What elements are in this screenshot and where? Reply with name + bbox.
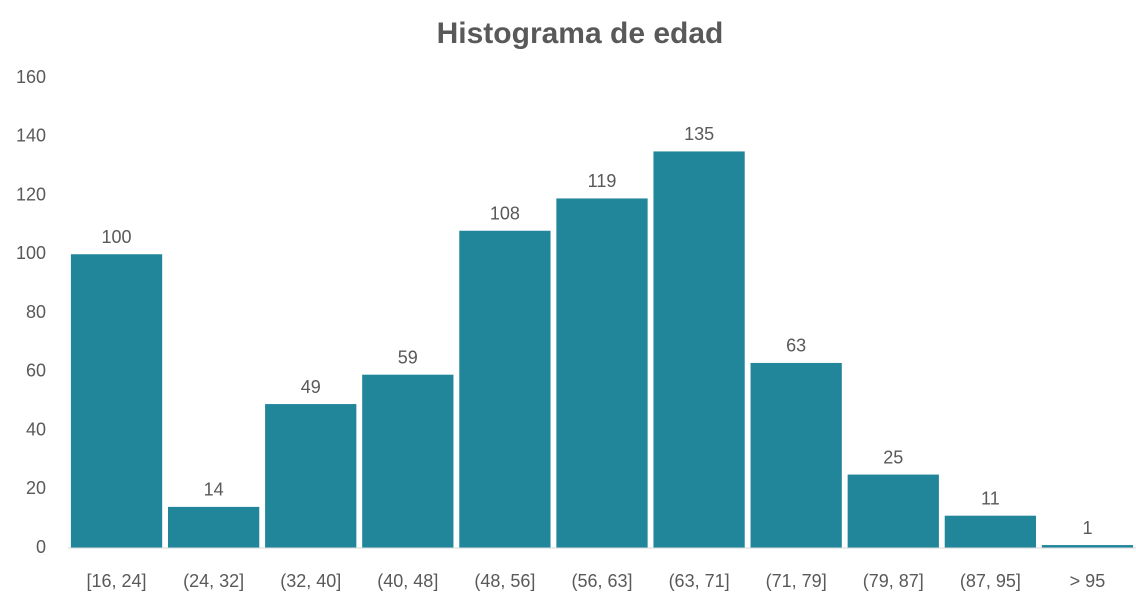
data-label: 14 xyxy=(204,480,224,500)
data-label: 1 xyxy=(1082,518,1092,538)
y-tick-label: 160 xyxy=(16,67,46,87)
y-tick-label: 100 xyxy=(16,243,46,263)
x-tick-label: (40, 48] xyxy=(377,571,438,591)
x-tick-label: (56, 63] xyxy=(571,571,632,591)
bar xyxy=(70,254,163,548)
data-label: 100 xyxy=(102,227,132,247)
data-label: 11 xyxy=(981,488,1000,508)
x-tick-label: (71, 79] xyxy=(766,571,827,591)
x-tick-label: (87, 95] xyxy=(960,571,1021,591)
bar xyxy=(750,362,842,548)
data-label: 59 xyxy=(398,347,418,367)
x-tick-label: (24, 32] xyxy=(183,571,244,591)
x-tick-label: (63, 71] xyxy=(669,571,730,591)
data-label: 108 xyxy=(490,204,520,224)
y-tick-label: 0 xyxy=(36,537,46,557)
data-label: 119 xyxy=(588,171,617,191)
y-tick-label: 40 xyxy=(26,419,46,439)
data-label: 135 xyxy=(684,124,714,144)
bar xyxy=(556,198,648,548)
bar xyxy=(944,515,1036,548)
bar xyxy=(362,374,454,548)
data-label: 63 xyxy=(786,336,806,356)
y-tick-label: 120 xyxy=(16,184,46,204)
bar xyxy=(847,474,939,548)
y-tick-label: 80 xyxy=(26,302,46,322)
bar xyxy=(459,230,551,548)
data-label: 25 xyxy=(883,447,903,467)
y-tick-label: 140 xyxy=(16,126,46,146)
x-tick-label: (48, 56] xyxy=(474,571,535,591)
bar xyxy=(1041,545,1134,548)
x-tick-label: > 95 xyxy=(1070,571,1106,591)
x-tick-label: (79, 87] xyxy=(863,571,924,591)
y-tick-label: 60 xyxy=(26,361,46,381)
x-tick-label: (32, 40] xyxy=(280,571,341,591)
bar xyxy=(168,506,260,548)
data-label: 49 xyxy=(301,377,321,397)
y-tick-label: 20 xyxy=(26,478,46,498)
bar xyxy=(653,151,745,548)
bar xyxy=(265,404,357,548)
x-tick-label: [16, 24] xyxy=(87,571,147,591)
chart-title: Histograma de edad xyxy=(437,17,724,50)
